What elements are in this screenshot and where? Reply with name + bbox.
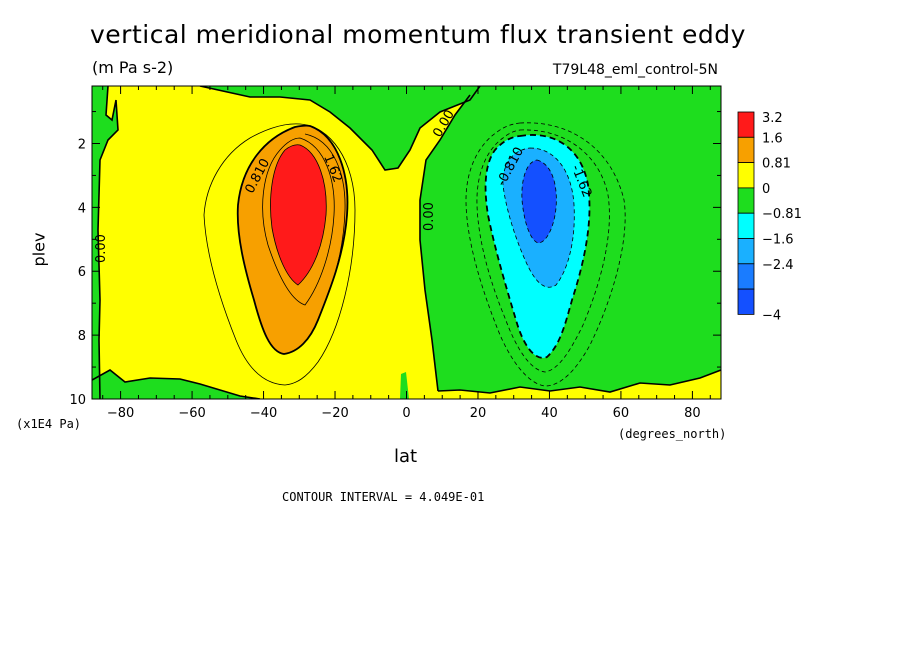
x-tick-label: 20 <box>470 406 487 421</box>
colorbar-swatch <box>737 162 755 189</box>
chart-subtitle-units: (m Pa s-2) <box>92 58 174 77</box>
y-tick-label: 6 <box>78 265 86 280</box>
contour-zero-right <box>199 86 481 171</box>
plot-area <box>92 86 721 399</box>
colorbar-swatch <box>737 288 755 315</box>
field-negative-max <box>521 160 557 243</box>
contour-positive-inner2 <box>262 137 335 306</box>
x-tick-label: 60 <box>613 406 630 421</box>
field-negative-small-left <box>92 86 118 399</box>
dataset-label: T79L48_eml_control-5N <box>552 62 718 78</box>
colorbar-swatch <box>737 136 755 164</box>
field-negative-small-bottom-left <box>92 370 260 399</box>
y-tick-label: 2 <box>78 137 86 152</box>
contour-positive-inner <box>270 144 327 286</box>
colorbar: 3.2 1.6 0.81 0 −0.81 −1.6 −2.4 −4 <box>737 111 802 323</box>
colorbar-label: −4 <box>762 308 781 323</box>
field-positive-high <box>270 144 327 285</box>
x-tick-label: 40 <box>541 406 558 421</box>
contour-positive-810 <box>236 124 349 355</box>
x-tick-label: 80 <box>684 406 701 421</box>
x-axis-label: lat <box>394 446 418 467</box>
x-tick-label: 0 <box>402 406 410 421</box>
y-tick-label: 8 <box>78 329 86 344</box>
x-axis-unit: (degrees_north) <box>618 427 727 441</box>
colorbar-swatch <box>737 111 755 138</box>
contour-negative-outer <box>465 122 626 387</box>
contour-zero-center <box>419 94 471 392</box>
chart-title: vertical meridional momentum flux transi… <box>90 20 746 49</box>
contour-label-zero-left: 0.00 <box>94 234 109 263</box>
colorbar-swatch <box>737 187 755 214</box>
y-tick-label: 4 <box>78 201 86 216</box>
x-tick-label: −60 <box>178 406 205 421</box>
contour-interval-text: CONTOUR INTERVAL = 4.049E-01 <box>282 490 485 504</box>
contour-zero-right-bottom <box>437 369 721 394</box>
colorbar-swatch <box>737 212 755 239</box>
y-tick-label: 10 <box>69 393 86 408</box>
contour-positive-outer <box>203 123 356 386</box>
contour-negative-inner <box>502 147 575 288</box>
colorbar-label: 0 <box>762 182 770 197</box>
contour-label-zero-center: 0.00 <box>422 202 437 231</box>
contour-zero-left <box>97 86 119 399</box>
contour-negative-810 <box>484 134 591 359</box>
y-axis-unit: (x1E4 Pa) <box>16 417 82 431</box>
contour-zero-bottom-left <box>92 369 261 399</box>
colorbar-label: −2.4 <box>762 258 794 273</box>
x-tick-label: −20 <box>321 406 348 421</box>
x-tick-label: −80 <box>107 406 134 421</box>
colorbar-swatch <box>737 238 755 265</box>
colorbar-label: −0.81 <box>762 207 802 222</box>
colorbar-label: 0.81 <box>762 157 791 172</box>
contour-negative-core <box>521 159 557 244</box>
colorbar-swatch <box>737 263 755 290</box>
colorbar-label: −1.6 <box>762 233 794 248</box>
colorbar-label: 1.6 <box>762 131 783 146</box>
axes: −80 −60 −40 −20 0 20 40 60 80 2 4 6 8 10 <box>69 86 721 421</box>
x-tick-label: −40 <box>250 406 277 421</box>
colorbar-label: 3.2 <box>762 111 783 126</box>
contour-negative-mid2 <box>476 129 610 373</box>
